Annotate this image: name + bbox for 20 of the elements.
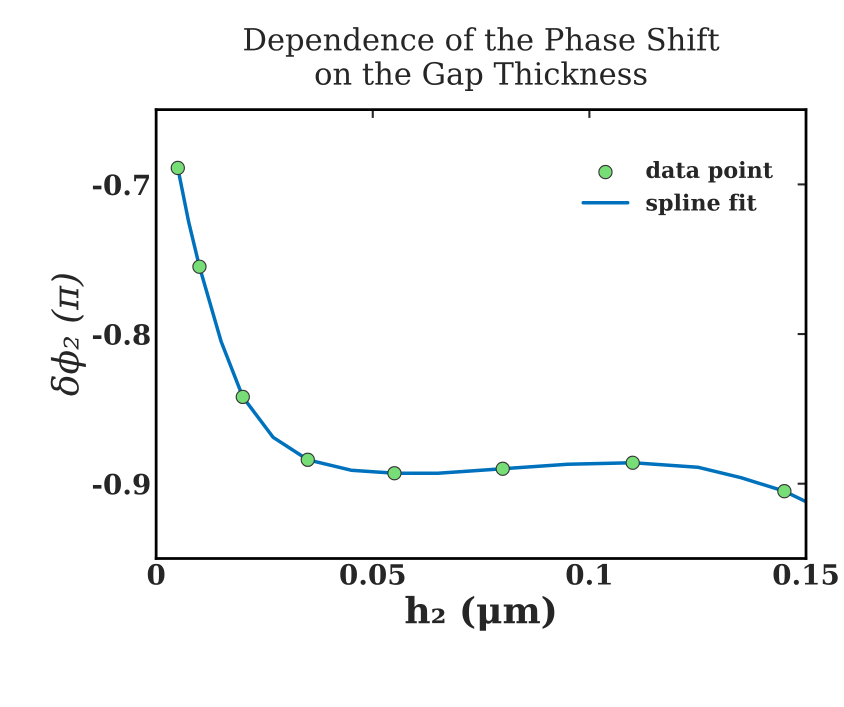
point [170, 160, 185, 176]
point [387, 466, 402, 480]
point [192, 260, 207, 274]
x-tick-label: 0.1 [566, 564, 611, 585]
y-axis-title: δϕ₂ (π) [50, 274, 86, 396]
point [626, 456, 640, 470]
legend-label: data point [646, 161, 773, 183]
point [496, 462, 510, 476]
y-tick-label: -0.7 [92, 174, 149, 196]
y-tick-label: -0.9 [92, 474, 150, 495]
point [777, 484, 792, 498]
x-tick-label: 0.15 [773, 564, 838, 585]
point [300, 452, 315, 467]
point [236, 390, 250, 404]
y-tick-label: -0.8 [92, 324, 150, 346]
chart-title: Dependence of the Phase Shift on the Gap Thickness [244, 27, 720, 91]
x-tick-label: 0.05 [340, 564, 404, 585]
legend-label: spline fit [646, 194, 757, 216]
x-axis-title: h₂ (μm) [405, 596, 554, 631]
x-tick-label: 0 [148, 564, 164, 585]
